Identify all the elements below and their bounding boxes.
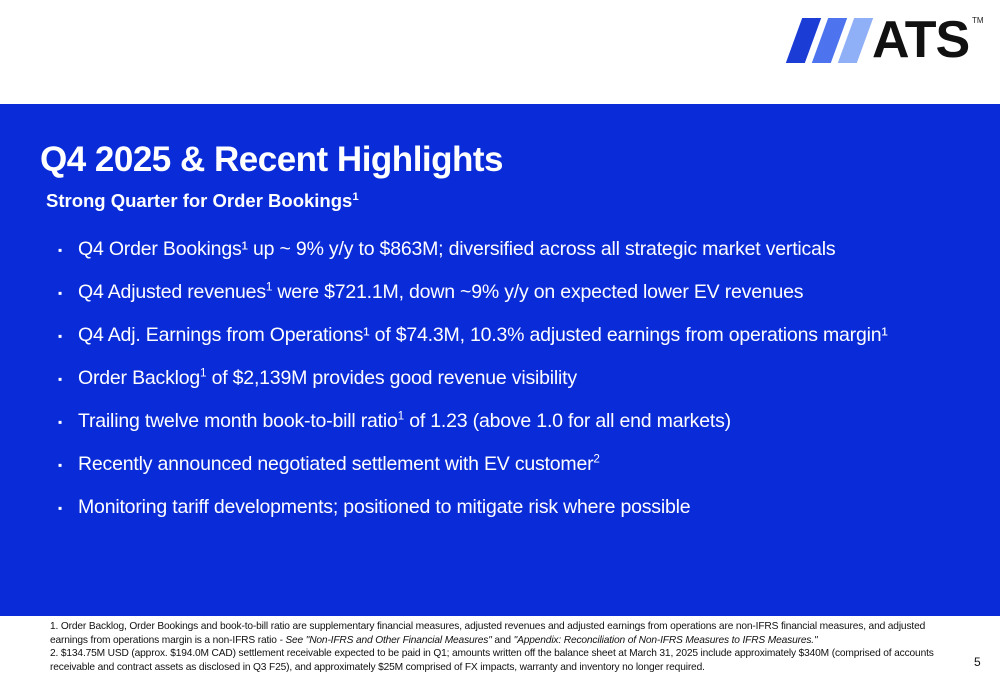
highlight-main-text: Monitoring tariff developments; position… <box>78 496 691 518</box>
highlight-text: Q4 Adj. Earnings from Operations¹ of $74… <box>78 324 888 347</box>
highlight-item: ▪ Q4 Order Bookings¹ up ~ 9% y/y to $863M… <box>58 228 978 271</box>
footnote-1-text: 1. Order Backlog, Order Bookings and boo… <box>50 621 926 646</box>
highlight-item: ▪ Monitoring tariff developments; positio… <box>58 486 978 529</box>
highlight-text: Recently announced negotiated settlement… <box>78 453 600 476</box>
bullet-marker: ▪ <box>58 371 63 386</box>
bullet-marker: ▪ <box>58 242 63 257</box>
footnote-ref: 1 <box>265 280 273 294</box>
footnote-2: 2. $134.75M USD (approx. $194.0M CAD) se… <box>50 648 934 673</box>
highlight-text: Q4 Adjusted revenues1 were $721.1M, down… <box>78 280 804 304</box>
footnote-ref: 1 <box>397 409 405 423</box>
slide-header: ATS TM <box>0 0 1000 104</box>
footnote-1-ref-b: "Appendix: Reconciliation of Non-IFRS Me… <box>513 634 818 646</box>
logo-text: ATS <box>872 11 970 69</box>
footnote-1-ref-a: - See "Non-IFRS and Other Financial Meas… <box>279 634 492 646</box>
highlight-continuation-text: of 1.23 (above 1.0 for all end markets) <box>403 410 731 432</box>
bullet-marker: ▪ <box>58 328 63 343</box>
highlight-item: ▪ Order Backlog1 of $2,139M provides good… <box>58 357 978 400</box>
logo-trademark: TM <box>972 16 984 25</box>
bullet-marker: ▪ <box>58 500 63 515</box>
slide-title: Q4 2025 & Recent Highlights <box>40 140 504 179</box>
highlight-main-text: Recently announced negotiated settlement… <box>78 453 594 475</box>
footnote-1-and: and <box>491 634 514 646</box>
highlight-main-text: Trailing twelve month book-to-bill ratio <box>78 410 398 432</box>
highlight-main-text: Order Backlog <box>78 367 201 389</box>
highlight-item: ▪ Q4 Adjusted revenues1 were $721.1M, dow… <box>58 271 978 314</box>
highlights-list: ▪ Q4 Order Bookings¹ up ~ 9% y/y to $863M… <box>58 228 978 529</box>
slide-subtitle: Strong Quarter for Order Bookings1 <box>46 186 359 216</box>
highlight-main-text: Q4 Adjusted revenues <box>78 281 266 303</box>
footnotes: 1. Order Backlog, Order Bookings and boo… <box>50 620 940 674</box>
highlight-main-text: Q4 Order Bookings¹ up ~ 9% y/y to $863M;… <box>78 238 836 260</box>
page-number: 5 <box>974 655 981 669</box>
highlight-main-text: Q4 Adj. Earnings from Operations¹ of $74… <box>78 324 888 346</box>
subtitle-text: Strong Quarter for Order Bookings <box>46 190 353 211</box>
subtitle-footnote-ref: 1 <box>352 190 359 203</box>
highlights-panel <box>0 104 1000 616</box>
highlight-item: ▪ Recently announced negotiated settlemen… <box>58 443 978 486</box>
highlight-continuation-text: of $2,139M provides good revenue visibil… <box>206 367 578 389</box>
highlight-text: Trailing twelve month book-to-bill ratio… <box>78 410 731 433</box>
footnote-ref: 1 <box>200 366 207 380</box>
highlight-continuation-text: were $721.1M, down ~9% y/y on expected l… <box>272 281 804 303</box>
bullet-marker: ▪ <box>58 414 63 429</box>
footnote-ref: 2 <box>593 452 600 466</box>
bullet-marker: ▪ <box>58 457 63 472</box>
highlight-text: Order Backlog1 of $2,139M provides good … <box>78 367 577 390</box>
highlight-text: Monitoring tariff developments; position… <box>78 496 691 519</box>
bullet-marker: ▪ <box>58 285 63 300</box>
highlight-text: Q4 Order Bookings¹ up ~ 9% y/y to $863M;… <box>78 238 836 261</box>
footnote-1: 1. Order Backlog, Order Bookings and boo… <box>50 620 940 647</box>
highlight-item: ▪ Q4 Adj. Earnings from Operations¹ of $7… <box>58 314 978 357</box>
ats-logo: ATS TM <box>785 11 986 69</box>
highlight-item: ▪ Trailing twelve month book-to-bill rati… <box>58 400 978 443</box>
